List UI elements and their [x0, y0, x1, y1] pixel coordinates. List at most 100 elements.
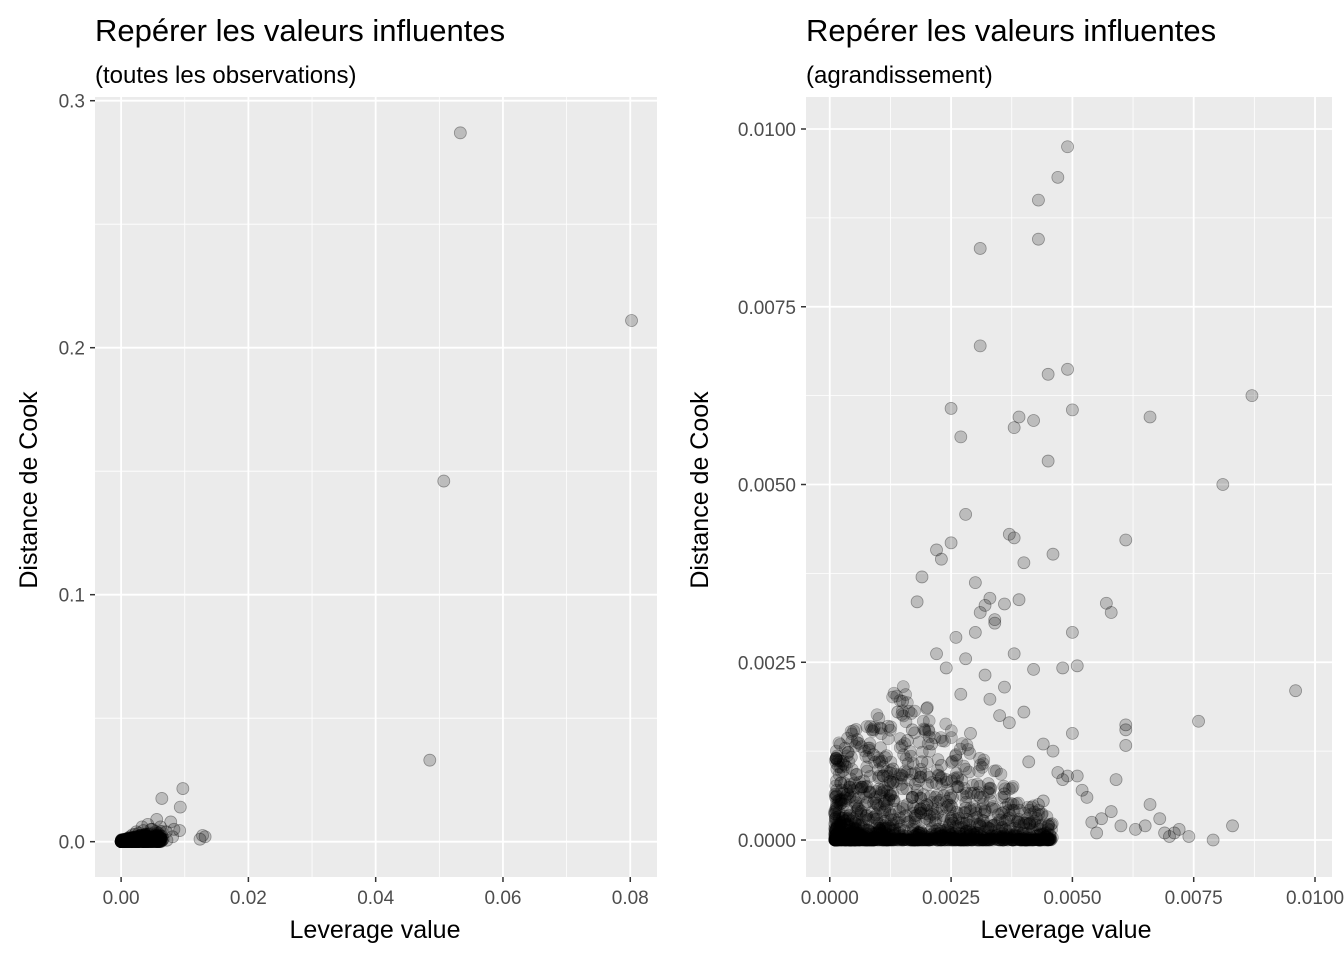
- data-point: [152, 830, 165, 844]
- data-point: [859, 749, 873, 763]
- data-point: [124, 835, 138, 848]
- data-point: [131, 835, 145, 848]
- data-point: [138, 835, 151, 848]
- data-point: [118, 835, 132, 848]
- data-point: [118, 835, 132, 848]
- data-point: [117, 834, 131, 848]
- data-point: [116, 834, 129, 847]
- data-point: [120, 835, 134, 848]
- data-point: [154, 831, 167, 845]
- data-point: [122, 835, 136, 848]
- data-point: [136, 830, 150, 844]
- data-point: [149, 833, 162, 846]
- data-point: [127, 835, 140, 848]
- data-point: [142, 835, 156, 848]
- data-point: [1075, 783, 1089, 797]
- data-point: [896, 680, 910, 693]
- data-point: [118, 834, 132, 848]
- data-point: [155, 833, 169, 847]
- data-point: [114, 834, 128, 848]
- data-point: [133, 834, 147, 848]
- data-point: [141, 835, 154, 848]
- data-point: [120, 832, 134, 846]
- data-point: [154, 831, 167, 844]
- data-point: [154, 835, 168, 848]
- data-point: [167, 822, 181, 836]
- data-point: [127, 833, 141, 847]
- data-point: [437, 474, 451, 488]
- data-point: [116, 834, 130, 847]
- data-point: [944, 402, 958, 415]
- data-point: [140, 829, 153, 843]
- data-point: [834, 765, 848, 778]
- data-point: [122, 832, 136, 846]
- data-point: [138, 829, 152, 842]
- data-point: [128, 835, 141, 848]
- data-point: [143, 834, 157, 848]
- data-point: [153, 832, 167, 846]
- data-point: [132, 826, 146, 840]
- data-point: [850, 767, 864, 781]
- data-point: [126, 834, 140, 848]
- data-point: [136, 830, 149, 844]
- y-tick-label: 0.0050: [738, 476, 796, 497]
- data-point: [117, 835, 130, 848]
- data-point: [120, 834, 134, 848]
- data-point: [144, 832, 158, 846]
- data-point: [141, 835, 155, 848]
- data-point: [1182, 830, 1196, 843]
- data-point: [132, 834, 146, 847]
- data-point: [125, 833, 139, 847]
- data-point: [150, 825, 164, 839]
- data-point: [133, 834, 147, 848]
- data-point: [123, 834, 137, 848]
- data-point: [139, 834, 152, 848]
- data-point: [136, 835, 149, 848]
- data-point: [139, 834, 153, 847]
- data-point: [123, 834, 137, 847]
- data-point: [120, 834, 133, 848]
- data-point: [139, 835, 153, 848]
- data-point: [125, 832, 138, 845]
- data-point: [120, 835, 134, 848]
- data-point: [119, 835, 133, 848]
- data-point: [115, 833, 128, 846]
- data-point: [119, 835, 132, 848]
- data-point: [129, 825, 143, 839]
- data-point: [939, 661, 953, 675]
- data-point: [127, 833, 141, 847]
- data-point: [127, 835, 140, 848]
- data-point: [1007, 647, 1021, 661]
- data-point: [153, 835, 167, 848]
- data-point: [124, 832, 138, 846]
- data-point: [140, 832, 154, 846]
- data-point: [130, 830, 144, 844]
- data-point: [122, 834, 136, 847]
- data-point: [148, 835, 162, 848]
- data-point: [873, 821, 886, 835]
- data-point: [118, 834, 132, 847]
- data-point: [128, 832, 142, 845]
- data-point: [1032, 193, 1045, 207]
- data-point: [116, 834, 130, 847]
- data-point: [1061, 362, 1074, 376]
- data-point: [120, 835, 133, 848]
- data-point: [164, 815, 178, 829]
- data-point: [128, 827, 142, 841]
- data-point: [154, 834, 167, 847]
- data-point: [135, 834, 149, 848]
- data-point: [871, 751, 885, 764]
- data-point: [1041, 454, 1055, 468]
- data-point: [134, 834, 148, 848]
- data-point: [1027, 662, 1040, 676]
- data-point: [146, 835, 159, 848]
- data-point: [125, 835, 139, 848]
- chart-title-left: Repérer les valeurs influentes: [95, 13, 505, 48]
- data-point: [152, 835, 166, 848]
- data-point: [147, 835, 160, 848]
- data-point: [120, 833, 133, 847]
- data-point: [137, 834, 150, 848]
- data-point: [115, 835, 128, 848]
- data-point: [934, 826, 947, 840]
- data-point: [1061, 140, 1074, 154]
